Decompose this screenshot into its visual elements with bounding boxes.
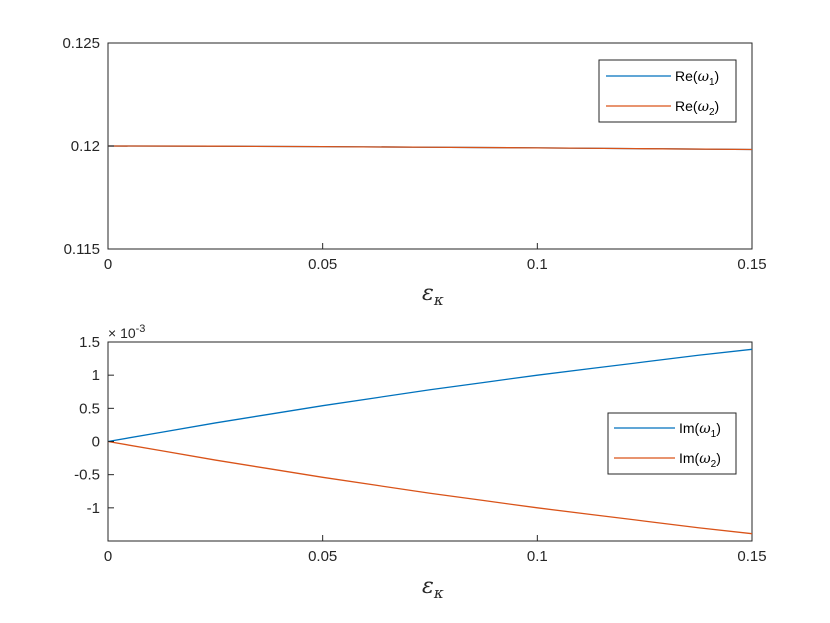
y-tick-label: -0.5 bbox=[74, 467, 100, 484]
legend-entry-im-omega-1: Im(ω1) bbox=[679, 420, 721, 440]
x-tick-label: 0.05 bbox=[308, 256, 337, 273]
legend: Im(ω1) Im(ω2) bbox=[607, 412, 737, 475]
legend: Re(ω1) Re(ω2) bbox=[598, 59, 737, 123]
y-tick-label: 0.5 bbox=[79, 400, 100, 417]
legend-entry-re-omega-1: Re(ω1) bbox=[675, 68, 719, 88]
plot-imaginary-part: 0 0.05 0.1 0.15 1.5 1 0.5 0 -0.5 -1 × 10-3 Im(ω1)… bbox=[74, 323, 766, 602]
legend-entry-im-omega-2: Im(ω2) bbox=[679, 450, 721, 470]
y-tick-label: 1 bbox=[92, 367, 100, 384]
series-line-im-omega-1 bbox=[107, 348, 753, 443]
x-axis-label: εκ bbox=[422, 281, 444, 309]
x-tick-label: 0.1 bbox=[527, 256, 548, 273]
series-line-re-omega-2 bbox=[107, 145, 753, 151]
x-tick-label: 0.1 bbox=[527, 548, 548, 565]
x-tick-label: 0.15 bbox=[737, 256, 766, 273]
y-tick-label: 0 bbox=[92, 434, 100, 451]
x-tick-label: 0.05 bbox=[308, 548, 337, 565]
plot-real-part: 0 0.05 0.1 0.15 0.125 0.12 0.115 Re(ω1) Re(ω2)… bbox=[62, 35, 766, 309]
x-tick-label: 0.15 bbox=[737, 548, 766, 565]
y-tick-label: -1 bbox=[87, 500, 100, 517]
legend-entry-re-omega-2: Re(ω2) bbox=[675, 98, 719, 118]
y-axis-exponent: × 10-3 bbox=[108, 323, 145, 341]
x-tick-label: 0 bbox=[104, 256, 112, 273]
x-axis-label: εκ bbox=[422, 574, 444, 602]
legend-box bbox=[598, 59, 737, 123]
legend-box bbox=[607, 412, 737, 475]
y-tick-label: 0.12 bbox=[71, 138, 100, 155]
series-line-im-omega-2 bbox=[107, 440, 753, 535]
x-tick-label: 0 bbox=[104, 548, 112, 565]
y-tick-label: 1.5 bbox=[79, 334, 100, 351]
y-tick-label: 0.115 bbox=[64, 241, 100, 258]
y-tick-label: 0.125 bbox=[62, 35, 100, 52]
